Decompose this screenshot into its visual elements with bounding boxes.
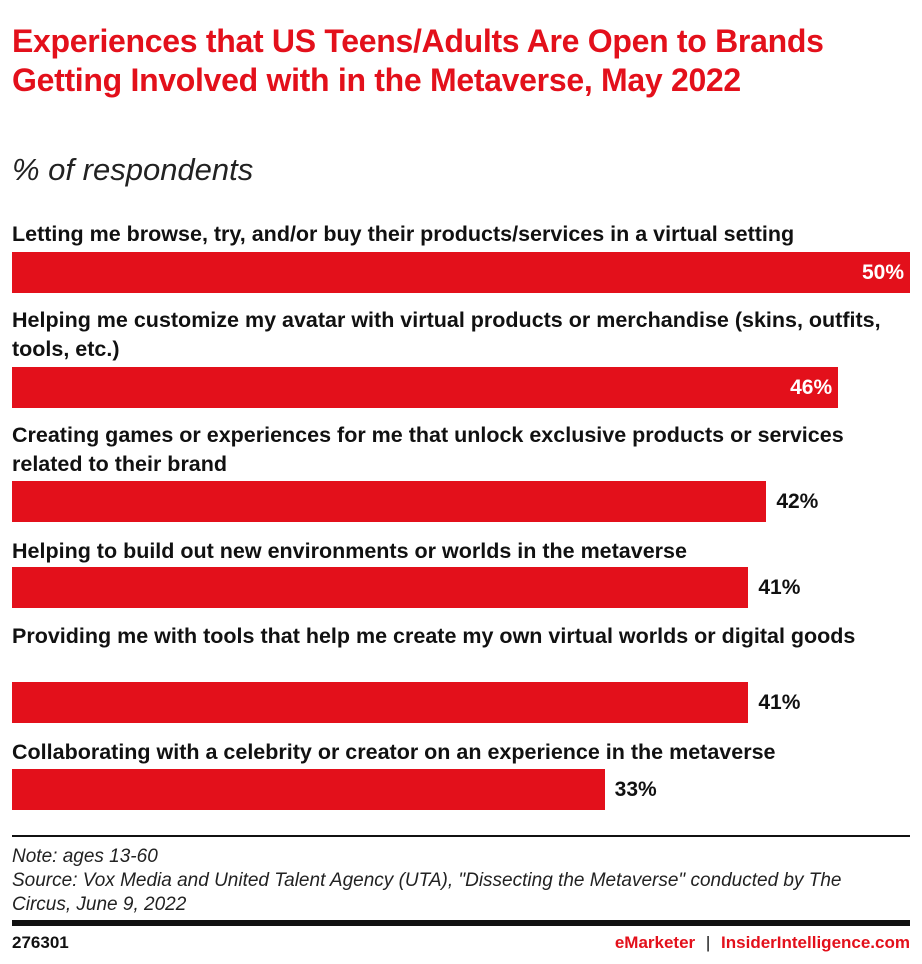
data-label: 33% [614, 778, 657, 801]
chart-id: 276301 [12, 933, 69, 952]
data-label: 41% [758, 691, 801, 714]
chart-title: Experiences that US Teens/Adults Are Ope… [12, 23, 824, 98]
bar [12, 481, 767, 522]
category-label: Helping to build out new environments or… [12, 539, 687, 563]
category-label: Letting me browse, try, and/or buy their… [12, 222, 795, 246]
bar [12, 367, 839, 408]
data-label: 41% [758, 576, 801, 599]
data-label: 50% [861, 261, 904, 284]
footer-brand: eMarketer | InsiderIntelligence.com [615, 933, 910, 953]
bar [12, 769, 605, 810]
bar [12, 567, 749, 608]
bar [12, 252, 910, 293]
data-label: 46% [790, 376, 833, 399]
note: Note: ages 13-60 [12, 846, 158, 867]
divider-rule [12, 835, 910, 837]
insiderintelligence-link[interactable]: InsiderIntelligence.com [721, 933, 910, 952]
footer-separator: | [705, 933, 711, 952]
category-label: Providing me with tools that help me cre… [12, 624, 856, 648]
bar [12, 682, 749, 723]
emarketer-link[interactable]: eMarketer [614, 933, 696, 952]
data-label: 42% [776, 490, 819, 513]
chart-subtitle: % of respondents [12, 152, 254, 187]
category-label: Creating games or experiences for me tha… [12, 423, 844, 476]
category-label: Helping me customize my avatar with virt… [12, 308, 881, 361]
category-label: Collaborating with a celebrity or creato… [12, 740, 776, 764]
footer-rule [12, 920, 910, 926]
source: Source: Vox Media and United Talent Agen… [12, 870, 842, 915]
